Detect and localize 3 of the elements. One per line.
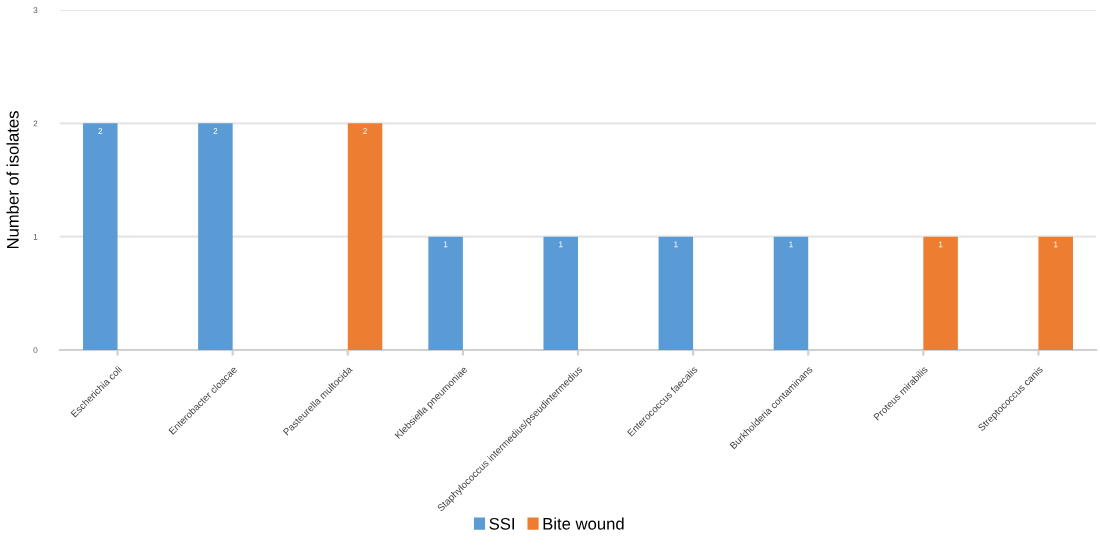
legend-label: Bite wound xyxy=(543,517,624,530)
y-axis-title: Number of isolates xyxy=(6,111,19,249)
legend-label: SSI xyxy=(489,517,514,530)
